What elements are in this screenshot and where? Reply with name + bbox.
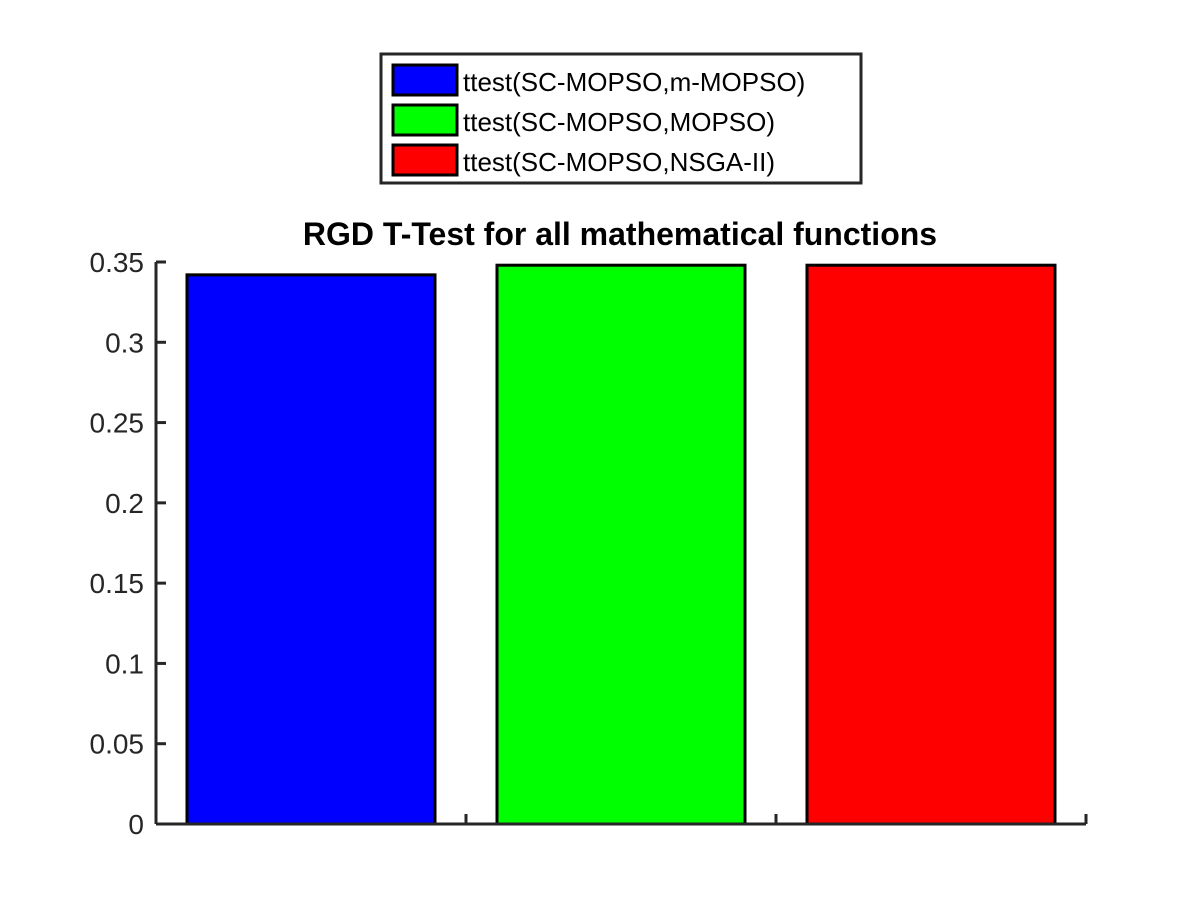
axes-layer: 0 0.05 0.1 0.15 0.2 0.25 0.3 0.35	[90, 247, 1088, 840]
y-tick-label: 0	[128, 809, 144, 840]
bar-2	[495, 263, 747, 826]
legend-swatch-3	[391, 143, 459, 177]
y-tick-label: 0.35	[90, 247, 145, 278]
legend-label-1: ttest(SC-MOPSO,m-MOPSO)	[463, 67, 805, 97]
y-tick-label: 0.1	[105, 648, 144, 679]
bar-1	[185, 273, 437, 826]
y-tick-label: 0.2	[105, 488, 144, 519]
legend-swatch-2	[391, 103, 459, 137]
y-tick-label: 0.05	[90, 729, 145, 760]
y-tick-label: 0.25	[90, 408, 145, 439]
legend-label-2: ttest(SC-MOPSO,MOPSO)	[463, 107, 775, 137]
y-tick-label: 0.3	[105, 327, 144, 358]
legend-box	[379, 52, 863, 185]
legend-label-3: ttest(SC-MOPSO,NSGA-II)	[463, 147, 775, 177]
chart-title: RGD T-Test for all mathematical function…	[303, 216, 937, 252]
bar-3	[805, 263, 1057, 826]
bars-layer	[185, 263, 1057, 826]
legend-swatch-1	[391, 63, 459, 97]
y-tick-label: 0.15	[90, 568, 145, 599]
legend: ttest(SC-MOPSO,m-MOPSO) ttest(SC-MOPSO,MO…	[379, 52, 863, 185]
